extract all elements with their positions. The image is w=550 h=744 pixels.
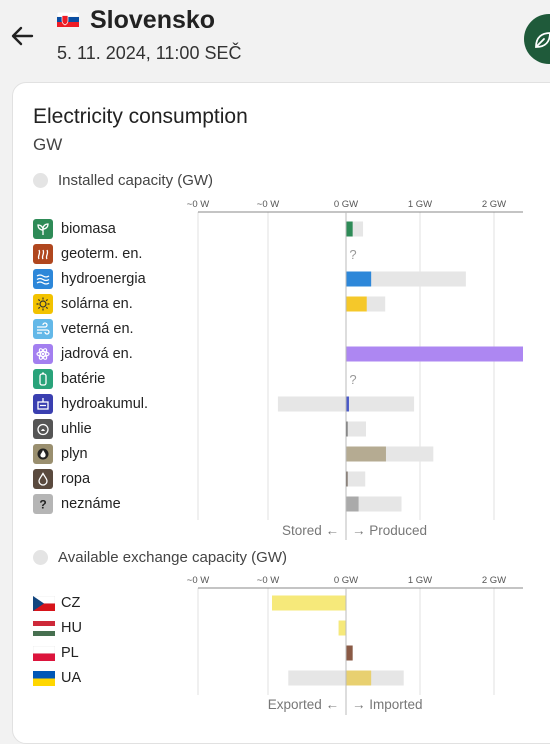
svg-text:?: ? <box>39 498 46 512</box>
exchange-row-ua[interactable]: UA <box>33 667 81 689</box>
production-row-battery[interactable]: batérie <box>33 368 105 390</box>
production-row-oil[interactable]: ropa <box>33 468 90 490</box>
row-label-text: batérie <box>61 371 106 387</box>
arrow-left-icon <box>11 26 34 46</box>
row-label-text: hydroenergia <box>61 271 146 287</box>
production-row-coal[interactable]: uhlie <box>33 418 92 440</box>
production-row-hydro[interactable]: hydroenergia <box>33 268 146 290</box>
toggle-dot-icon <box>33 173 48 188</box>
row-label-text: plyn <box>61 446 88 462</box>
zone-header: Slovensko 5. 11. 2024, 11:00 SEČ <box>0 0 550 80</box>
pumped-storage-icon <box>33 394 53 414</box>
row-label-text: veterná en. <box>61 321 134 337</box>
row-label-text: jadrová en. <box>61 346 133 362</box>
installed-capacity-toggle[interactable]: Installed capacity (GW) <box>33 172 213 189</box>
leaf-icon <box>33 219 53 239</box>
row-label-text: neznáme <box>61 496 121 512</box>
oil-drop-icon <box>33 469 53 489</box>
production-row-solar[interactable]: solárna en. <box>33 293 133 315</box>
row-label-text: biomasa <box>61 221 116 237</box>
row-label-text: uhlie <box>61 421 92 437</box>
question-icon: ? <box>33 494 53 514</box>
poland-flag-icon <box>33 645 55 661</box>
production-row-nuclear[interactable]: jadrová en. <box>33 343 133 365</box>
consumption-panel <box>12 82 550 744</box>
water-waves-icon <box>33 269 53 289</box>
row-label-text: PL <box>61 645 79 661</box>
exchange-capacity-label: Available exchange capacity (GW) <box>58 549 287 566</box>
ukraine-flag-icon <box>33 670 55 686</box>
coal-icon <box>33 419 53 439</box>
panel-unit: GW <box>33 135 63 154</box>
production-row-wind[interactable]: veterná en. <box>33 318 134 340</box>
exchange-capacity-toggle[interactable]: Available exchange capacity (GW) <box>33 549 287 566</box>
row-label-text: CZ <box>61 595 81 611</box>
hungary-flag-icon <box>33 620 55 636</box>
sun-icon <box>33 294 53 314</box>
row-label-text: solárna en. <box>61 296 133 312</box>
exchange-row-cz[interactable]: CZ <box>33 592 80 614</box>
row-label-text: ropa <box>61 471 91 487</box>
production-row-biomass[interactable]: biomasa <box>33 218 116 240</box>
production-row-pumped-storage[interactable]: hydroakumul. <box>33 393 148 415</box>
settings-fab[interactable] <box>524 14 550 64</box>
back-button[interactable] <box>8 22 36 50</box>
exchange-row-pl[interactable]: PL <box>33 642 79 664</box>
toggle-dot-icon <box>33 550 48 565</box>
row-label-text: hydroakumul. <box>61 396 149 412</box>
atom-icon <box>33 344 53 364</box>
battery-icon <box>33 369 53 389</box>
exchange-row-hu[interactable]: HU <box>33 617 82 639</box>
row-label-text: geoterm. en. <box>61 246 143 262</box>
leaf-icon <box>535 32 550 48</box>
datetime-label: 5. 11. 2024, 11:00 SEČ <box>57 43 242 63</box>
gas-flame-icon <box>33 444 53 464</box>
panel-title: Electricity consumption <box>33 105 248 128</box>
czech-flag-icon <box>33 595 55 611</box>
installed-capacity-label: Installed capacity (GW) <box>58 172 214 189</box>
row-label-text: HU <box>61 620 82 636</box>
row-label-text: UA <box>61 670 82 686</box>
wind-icon <box>33 319 53 339</box>
production-row-gas[interactable]: plyn <box>33 443 88 465</box>
geothermal-icon <box>33 244 53 264</box>
zone-title: Slovensko <box>90 6 216 34</box>
slovakia-flag-icon <box>57 12 79 27</box>
production-row-geothermal[interactable]: geoterm. en. <box>33 243 142 265</box>
production-row-unknown[interactable]: ? neznáme <box>33 493 121 515</box>
